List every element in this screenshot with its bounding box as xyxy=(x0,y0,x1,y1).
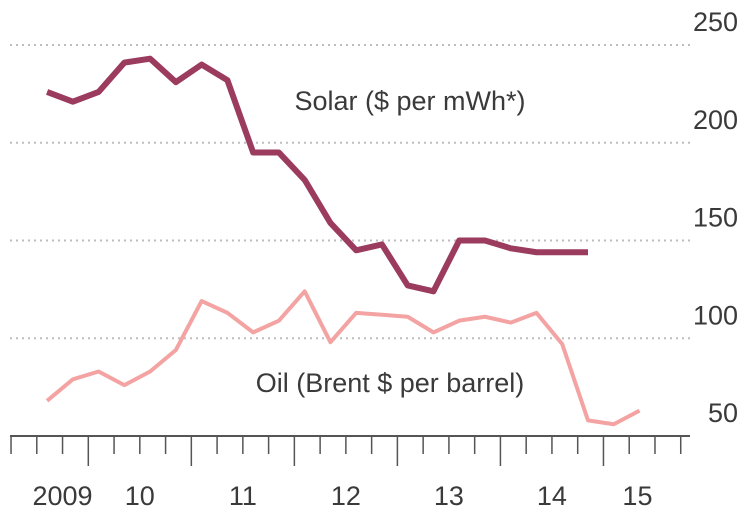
x-tick-label: 15 xyxy=(622,481,652,511)
x-tick-label: 13 xyxy=(434,481,464,511)
y-tick-label: 150 xyxy=(693,203,738,233)
y-tick-label: 100 xyxy=(693,300,738,330)
y-tick-label: 200 xyxy=(693,105,738,135)
series-line xyxy=(45,289,641,427)
x-tick-label: 14 xyxy=(537,481,567,511)
x-tick-label: 12 xyxy=(331,481,361,511)
y-tick-label: 50 xyxy=(708,398,738,428)
y-tick-label: 250 xyxy=(693,7,738,37)
x-tick-label: 10 xyxy=(125,481,155,511)
series-label: Solar ($ per mWh*) xyxy=(294,86,525,116)
x-tick-label: 11 xyxy=(229,481,257,511)
series-line xyxy=(46,55,588,295)
x-tick-label: 2009 xyxy=(33,481,93,511)
series-label: Oil (Brent $ per barrel) xyxy=(256,368,525,398)
